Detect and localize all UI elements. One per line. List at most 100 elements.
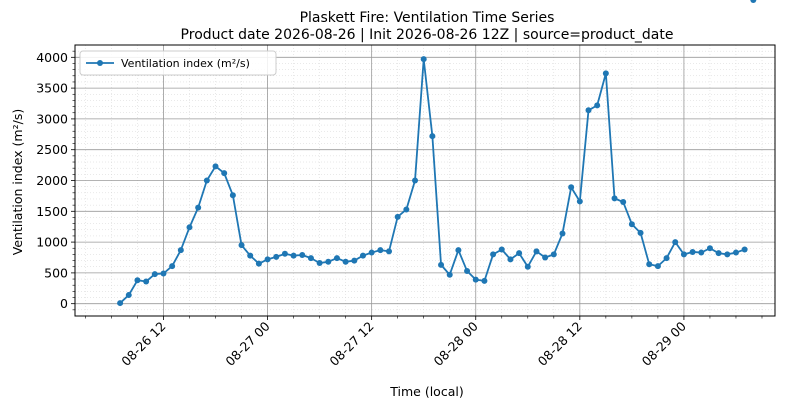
legend-box	[79, 50, 277, 76]
data-point	[134, 277, 141, 284]
x-tick-label: 08-28 00	[431, 318, 481, 368]
data-point	[637, 229, 644, 236]
data-point	[169, 263, 176, 270]
series-layer	[117, 0, 757, 307]
data-point	[646, 261, 653, 268]
data-point	[151, 271, 158, 278]
data-point	[403, 206, 410, 213]
y-tick-label: 500	[44, 265, 68, 280]
y-tick-label: 2000	[36, 173, 68, 188]
data-point	[559, 230, 566, 237]
data-point	[255, 260, 262, 267]
x-axis: 08-26 12 08-27 00 08-27 12 08-28 00 08-28 12…	[85, 316, 763, 369]
data-point	[420, 56, 427, 63]
y-tick-label: 4000	[36, 50, 68, 65]
data-point	[281, 250, 288, 257]
x-tick-label: 08-27 12	[326, 319, 376, 369]
data-point	[732, 249, 739, 256]
x-tick-label: 08-29 00	[639, 318, 689, 368]
data-point	[273, 253, 280, 260]
data-point	[195, 204, 202, 211]
data-point	[680, 251, 687, 258]
legend-marker-swatch	[97, 60, 103, 66]
data-point	[464, 268, 471, 275]
data-point	[490, 251, 497, 258]
data-point	[533, 248, 540, 255]
data-point	[654, 263, 661, 270]
data-point	[238, 242, 245, 249]
data-point	[290, 252, 297, 259]
data-point	[325, 258, 332, 265]
data-point	[715, 250, 722, 257]
data-point	[481, 277, 488, 284]
data-point	[576, 198, 583, 205]
legend: Ventilation index (m²/s)	[79, 50, 277, 76]
x-tick-label: 08-26 12	[118, 319, 168, 369]
data-point	[264, 256, 271, 263]
data-point	[412, 177, 419, 184]
data-point	[212, 163, 219, 170]
data-point	[307, 255, 314, 262]
data-point	[672, 239, 679, 246]
y-tick-label: 1500	[36, 204, 68, 219]
chart-title: Plaskett Fire: Ventilation Time Series	[300, 10, 555, 26]
data-point	[377, 247, 384, 254]
data-point	[455, 247, 462, 254]
y-tick-label: 3500	[36, 81, 68, 96]
data-point	[351, 257, 358, 264]
data-point	[160, 270, 167, 277]
y-tick-label: 0	[60, 296, 68, 311]
data-point	[516, 250, 523, 257]
x-axis-label: Time (local)	[389, 384, 463, 399]
x-tick-label: 08-28 12	[535, 319, 585, 369]
data-point	[143, 278, 150, 285]
data-point	[229, 192, 236, 199]
data-point	[316, 260, 323, 267]
data-point	[394, 213, 401, 220]
data-point	[724, 251, 731, 258]
data-point	[438, 261, 445, 268]
data-point	[542, 254, 549, 261]
data-point	[706, 245, 713, 252]
data-point	[429, 133, 436, 140]
y-axis: 0 500 1000 1500 2000 2500 3000 3500 4000	[36, 50, 75, 311]
data-point	[472, 276, 479, 283]
data-point	[698, 249, 705, 256]
data-point	[125, 292, 132, 299]
data-point	[628, 221, 635, 228]
data-point	[741, 246, 748, 253]
data-point	[177, 247, 184, 254]
major-grid	[75, 45, 775, 316]
data-point	[611, 195, 618, 202]
chart-subtitle: Product date 2026-08-26 | Init 2026-08-2…	[181, 27, 674, 43]
data-point	[368, 249, 375, 256]
data-point	[221, 170, 228, 177]
x-tick-label: 08-27 00	[222, 318, 272, 368]
data-point	[507, 256, 514, 263]
data-point	[602, 70, 609, 77]
data-point	[585, 107, 592, 114]
data-point	[247, 252, 254, 259]
y-tick-label: 2500	[36, 142, 68, 157]
data-point	[203, 177, 210, 184]
data-point	[594, 102, 601, 109]
data-point	[446, 271, 453, 278]
y-tick-label: 3000	[36, 111, 68, 126]
data-point	[524, 263, 531, 270]
data-point	[550, 251, 557, 258]
data-point	[342, 258, 349, 265]
data-point	[568, 184, 575, 191]
y-axis-label: Ventilation index (m²/s)	[10, 109, 25, 255]
legend-label: Ventilation index (m²/s)	[121, 57, 250, 70]
data-point	[663, 255, 670, 262]
data-point	[299, 252, 306, 259]
y-tick-label: 1000	[36, 235, 68, 250]
data-point	[186, 224, 193, 231]
data-point	[386, 248, 393, 255]
data-point	[620, 199, 627, 206]
data-point	[498, 246, 505, 253]
data-point	[117, 300, 124, 307]
data-point	[689, 248, 696, 255]
data-point	[333, 255, 340, 262]
